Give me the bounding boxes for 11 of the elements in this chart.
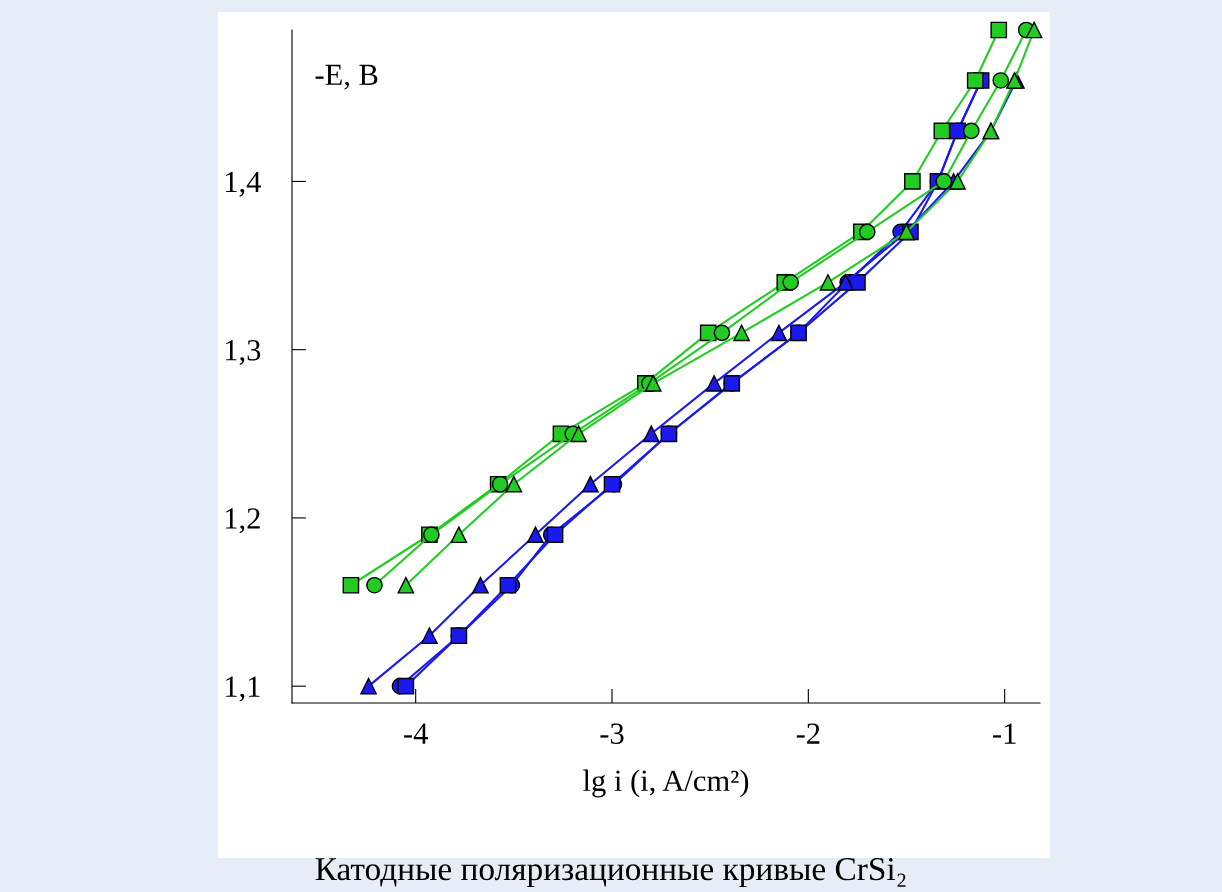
x-tick-label: -4 — [404, 723, 428, 744]
x-tick-label: -3 — [600, 723, 624, 744]
y-tick-label: 1,2 — [225, 508, 260, 534]
y-tick-label: 1,3 — [225, 340, 261, 365]
x-axis-title: lg i (i, A/cm²) — [583, 769, 749, 798]
x-tick-label: -2 — [796, 723, 820, 744]
y-axis-title: -E, B — [315, 64, 378, 90]
x-tick-label: -1 — [993, 723, 1016, 744]
text: Катодные поляризационные кривые CrSi₂ — [315, 857, 906, 888]
y-tick-label: 1,4 — [225, 171, 261, 197]
y-tick-label: 1,1 — [225, 676, 260, 702]
